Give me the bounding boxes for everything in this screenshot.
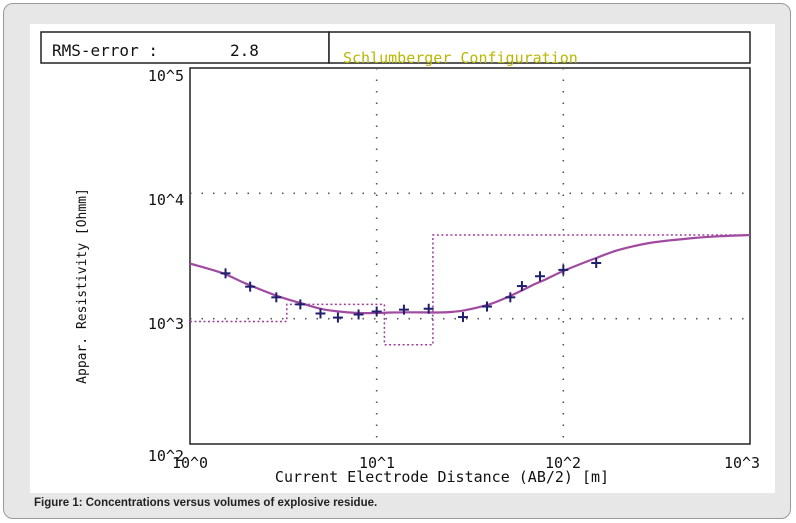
data-point bbox=[516, 281, 527, 292]
x-axis-label: Current Electrode Distance (AB/2) [m] bbox=[275, 468, 609, 486]
x-tick-label: 10^0 bbox=[172, 454, 208, 472]
data-point bbox=[457, 312, 468, 323]
data-point bbox=[423, 303, 434, 314]
plot-area bbox=[189, 67, 751, 445]
data-point bbox=[505, 292, 516, 303]
measured-points-series bbox=[220, 258, 602, 323]
data-point bbox=[535, 271, 546, 282]
title-box bbox=[328, 31, 751, 64]
layer-model-series bbox=[190, 234, 750, 346]
rms-label: RMS-error : bbox=[52, 41, 158, 60]
figure-panel: RMS-error : 2.8 Schlumberger Configurati… bbox=[30, 24, 775, 493]
data-point bbox=[220, 268, 231, 279]
y-tick-label: 10^2 bbox=[148, 447, 184, 465]
chart-title: Schlumberger Configuration bbox=[343, 49, 578, 67]
data-point bbox=[591, 258, 602, 269]
data-point bbox=[353, 309, 364, 320]
layer-model-line bbox=[190, 234, 750, 346]
data-point bbox=[332, 312, 343, 323]
y-tick-label: 10^3 bbox=[148, 315, 184, 333]
y-axis-label: Appar. Resistivity [Ohmm] bbox=[75, 188, 90, 384]
rms-value: 2.8 bbox=[230, 41, 259, 60]
x-tick-label: 10^2 bbox=[545, 454, 581, 472]
data-point bbox=[481, 301, 492, 312]
data-point bbox=[245, 281, 256, 292]
data-point bbox=[295, 299, 306, 310]
x-tick-label: 10^1 bbox=[359, 454, 395, 472]
y-tick-label: 10^4 bbox=[148, 191, 184, 209]
x-tick-label: 10^3 bbox=[724, 454, 760, 472]
figure-frame: RMS-error : 2.8 Schlumberger Configurati… bbox=[3, 3, 791, 519]
resistivity-chart: RMS-error : 2.8 Schlumberger Configurati… bbox=[40, 31, 760, 486]
figure-caption: Figure 1: Concentrations versus volumes … bbox=[34, 497, 378, 509]
data-point bbox=[398, 304, 409, 315]
data-point bbox=[558, 264, 569, 275]
data-point bbox=[315, 308, 326, 319]
y-tick-label: 10^5 bbox=[148, 67, 184, 85]
data-point bbox=[371, 306, 382, 317]
rms-box bbox=[40, 31, 330, 64]
data-point bbox=[271, 292, 282, 303]
grid bbox=[190, 68, 750, 444]
